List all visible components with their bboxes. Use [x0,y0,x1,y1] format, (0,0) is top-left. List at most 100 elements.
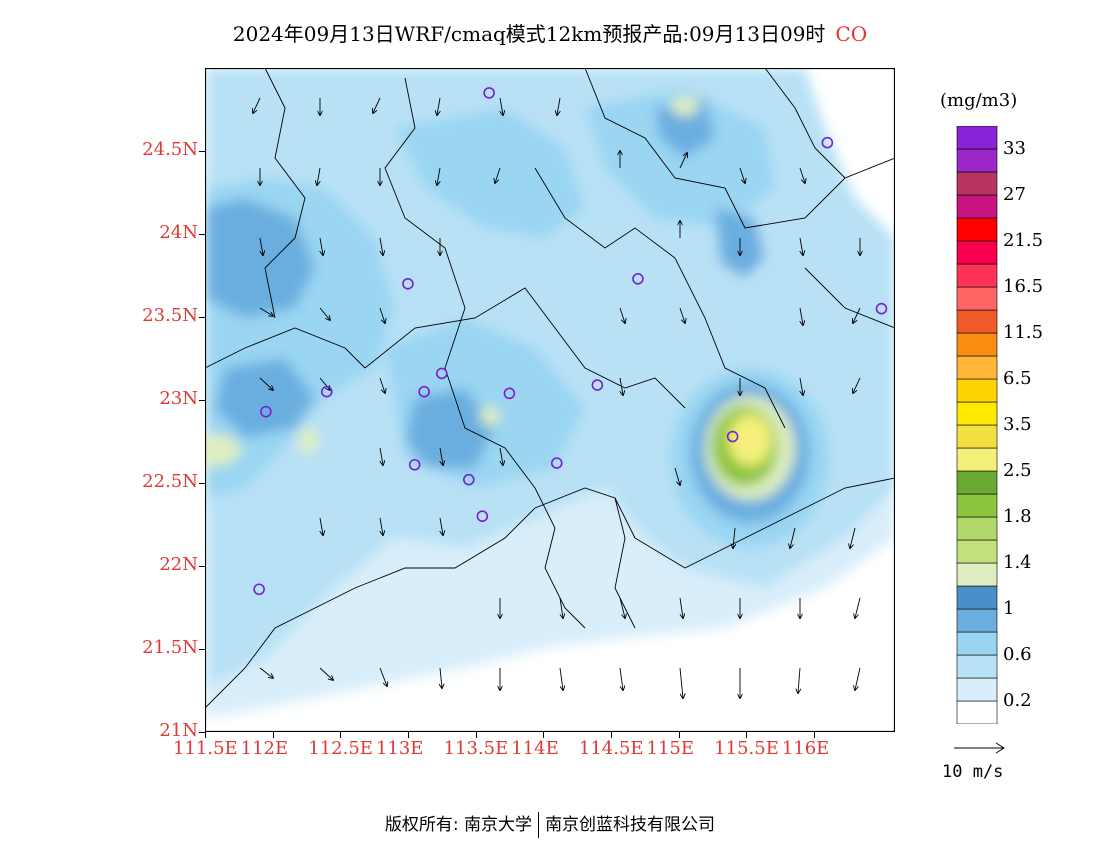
colorbar-swatch [956,148,998,173]
colorbar-swatch [956,171,998,196]
lat-tick-mark [199,732,205,733]
lon-tick-label: 114.5E [578,738,644,759]
colorbar-swatch [956,493,998,518]
colorbar [956,126,998,724]
lon-tick-label: 114E [511,738,559,759]
colorbar-label: 2.5 [1003,460,1032,481]
station-marker [463,473,475,486]
station-marker [260,405,272,418]
station-marker [875,302,888,315]
lon-tick-mark [340,732,342,738]
lon-tick-label: 116E [781,738,830,759]
colorbar-label: 33 [1003,138,1026,159]
colorbar-label: 21.5 [1003,230,1044,251]
colorbar-swatch [956,631,998,656]
colorbar-swatch [956,677,998,702]
lon-tick-label: 111.5E [173,738,238,759]
colorbar-swatch [956,700,998,724]
lon-tick-mark [272,732,274,738]
lon-tick-mark [205,732,206,738]
concentration-map[interactable] [205,68,895,732]
colorbar-swatch [956,608,998,633]
station-marker [550,457,563,469]
colorbar-label: 1 [1003,598,1015,619]
colorbar-swatch [956,424,998,449]
colorbar-label: 0.2 [1003,690,1032,711]
lon-tick-mark [543,732,545,738]
lat-tick-label: 22N [159,554,198,575]
wind-reference-label: 10 m/s [942,762,1004,782]
colorbar-label: 1.4 [1003,552,1032,573]
lon-tick-label: 112.5E [308,738,373,759]
colorbar-swatch [956,654,998,679]
lat-tick-mark [199,151,205,152]
colorbar-swatch [956,332,998,357]
station-marker [632,273,644,285]
colorbar-swatch [956,194,998,219]
lon-tick-mark [678,732,680,738]
colorbar-label: 16.5 [1003,276,1044,297]
station-marker [408,458,421,471]
station-marker [726,430,739,443]
lon-tick-mark [610,732,612,738]
colorbar-label: 3.5 [1003,414,1032,435]
lat-tick-mark [199,400,205,401]
lat-tick-mark [199,483,205,484]
footer-right: 南京创蓝科技有限公司 [545,815,716,835]
map-title: 2024年09月13日WRF/cmaq模式12km预报产品:09月13日09时 C… [232,22,868,46]
colorbar-swatch [956,309,998,334]
lon-tick-mark [475,732,477,738]
lat-tick-mark [199,566,205,567]
station-marker [402,278,414,290]
lat-tick-label: 23.5N [142,305,198,326]
lat-tick-mark [199,234,205,235]
lat-tick-label: 24N [159,222,198,243]
station-marker [483,87,495,99]
station-marker [591,379,604,391]
colorbar-swatch [956,355,998,380]
boundary-lines [205,68,895,709]
lon-tick-mark [746,732,748,738]
colorbar-swatch [956,539,998,564]
lat-tick-mark [199,649,205,650]
wind-vectors [253,97,860,698]
lon-tick-mark [813,732,815,738]
lon-tick-label: 113.5E [443,738,509,759]
wind-reference-arrow [954,742,1005,754]
lon-tick-label: 112E [240,738,289,759]
colorbar-swatch [956,217,998,242]
lat-tick-label: 22.5N [142,471,198,492]
colorbar-swatch [956,378,998,403]
lat-tick-label: 24.5N [142,139,198,160]
lat-tick-mark [199,317,205,318]
lon-tick-label: 115.5E [714,738,779,759]
station-marker [253,583,265,596]
colorbar-label: 6.5 [1003,368,1032,389]
colorbar-swatch [956,401,998,426]
colorbar-label: 0.6 [1003,644,1032,665]
footer-separator [538,812,540,838]
lat-tick-label: 23N [159,388,198,409]
station-marker [320,385,333,398]
colorbar-unit: (mg/m3) [940,90,1018,111]
colorbar-swatch [956,516,998,541]
footer-left: 版权所有: 南京大学 [384,815,533,835]
station-marker [435,367,448,380]
colorbar-label: 27 [1003,184,1026,205]
species-label: CO [835,22,868,46]
lat-tick-label: 21N [159,720,198,741]
lon-tick-label: 115E [646,738,695,759]
colorbar-swatch [956,470,998,495]
station-marker [418,385,430,398]
colorbar-swatch [956,126,998,150]
colorbar-label: 11.5 [1003,322,1044,343]
colorbar-swatch [956,263,998,288]
colorbar-label: 1.8 [1003,506,1032,527]
monitoring-stations [253,87,888,596]
colorbar-swatch [956,447,998,472]
lat-tick-label: 21.5N [142,637,198,658]
lon-tick-label: 113E [375,738,424,759]
station-marker [821,136,834,149]
colorbar-swatch [956,562,998,587]
colorbar-swatch [956,240,998,265]
